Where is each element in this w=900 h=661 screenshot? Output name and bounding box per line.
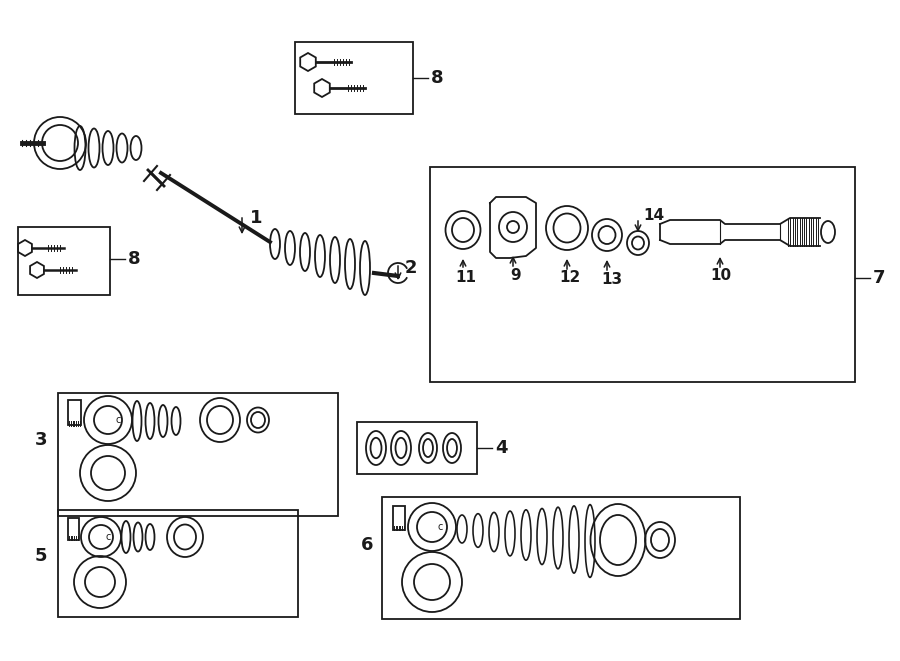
Text: 1: 1 [250,209,263,227]
Text: 7: 7 [873,269,886,287]
Text: 8: 8 [431,69,444,87]
Bar [58,393,338,516]
Bar [295,42,413,114]
Text: 5: 5 [34,547,47,565]
Text: 9: 9 [510,268,520,282]
Text: 4: 4 [495,439,508,457]
Text: 2: 2 [405,259,418,277]
Text: 6: 6 [361,536,373,554]
Text: c: c [437,522,443,532]
Bar [68,400,81,425]
Bar [58,510,298,617]
Bar [382,497,740,619]
Text: 13: 13 [601,272,622,286]
Bar [357,422,477,474]
Text: 10: 10 [710,268,731,284]
Text: 8: 8 [128,250,140,268]
Text: 11: 11 [455,270,476,284]
Text: c: c [115,415,121,425]
Bar [68,518,79,540]
Text: 14: 14 [643,208,664,223]
Bar [393,506,405,530]
Text: 3: 3 [34,431,47,449]
Bar [430,167,855,382]
Text: 12: 12 [559,270,580,286]
Bar [18,227,110,295]
Text: c: c [105,532,111,542]
